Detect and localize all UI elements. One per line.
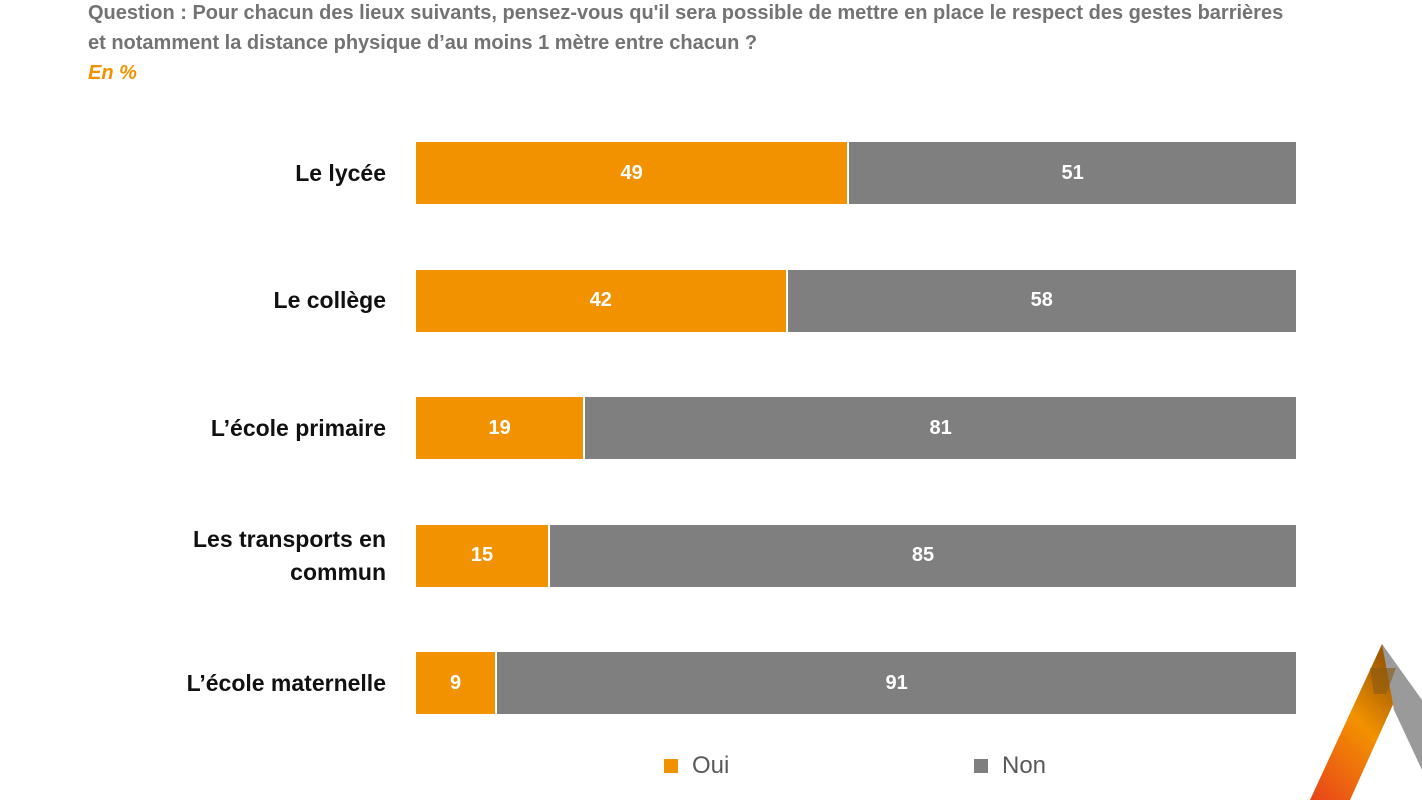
- category-label: L’école primaire: [210, 414, 386, 441]
- legend-label-non: Non: [1002, 752, 1047, 779]
- legend-item-non: Non: [974, 752, 1046, 780]
- bar-value-label: 81: [929, 416, 952, 439]
- category-label: L’école maternelle: [186, 669, 386, 696]
- category-label: Les transports en commun: [193, 525, 386, 585]
- bar-non: 85: [548, 524, 1296, 587]
- bar-oui: 42: [416, 269, 786, 332]
- bar-value-label: 42: [589, 289, 612, 311]
- chart-question: Question : Pour chacun des lieux suivant…: [88, 2, 1284, 54]
- legend-swatch-non: [974, 759, 988, 773]
- bar-value-label: 51: [1061, 161, 1084, 184]
- bar-oui: 9: [416, 652, 496, 714]
- bar-value-label: 9: [450, 671, 462, 694]
- legend-label-oui: Oui: [692, 752, 730, 779]
- brand-logo-icon: [1310, 644, 1422, 800]
- bar-non: 58: [785, 269, 1296, 332]
- bar-value-label: 91: [885, 671, 908, 694]
- bar-oui: 49: [416, 142, 848, 204]
- bar-oui: 19: [416, 397, 584, 459]
- chart-unit: En %: [88, 62, 137, 84]
- bar-oui: 15: [416, 524, 548, 587]
- bar-value-label: 49: [620, 161, 643, 184]
- category-label: Le lycée: [295, 159, 386, 186]
- bar-non: 51: [847, 142, 1296, 204]
- bar-value-label: 15: [470, 544, 494, 566]
- bar-value-label: 58: [1030, 289, 1053, 311]
- bar-value-label: 85: [911, 544, 935, 566]
- bar-non: 81: [583, 397, 1296, 459]
- category-label: Le collège: [273, 287, 386, 313]
- legend-item-oui: Oui: [664, 752, 729, 780]
- legend-swatch-oui: [664, 759, 678, 773]
- bar-non: 91: [495, 652, 1296, 714]
- bar-value-label: 19: [488, 416, 511, 439]
